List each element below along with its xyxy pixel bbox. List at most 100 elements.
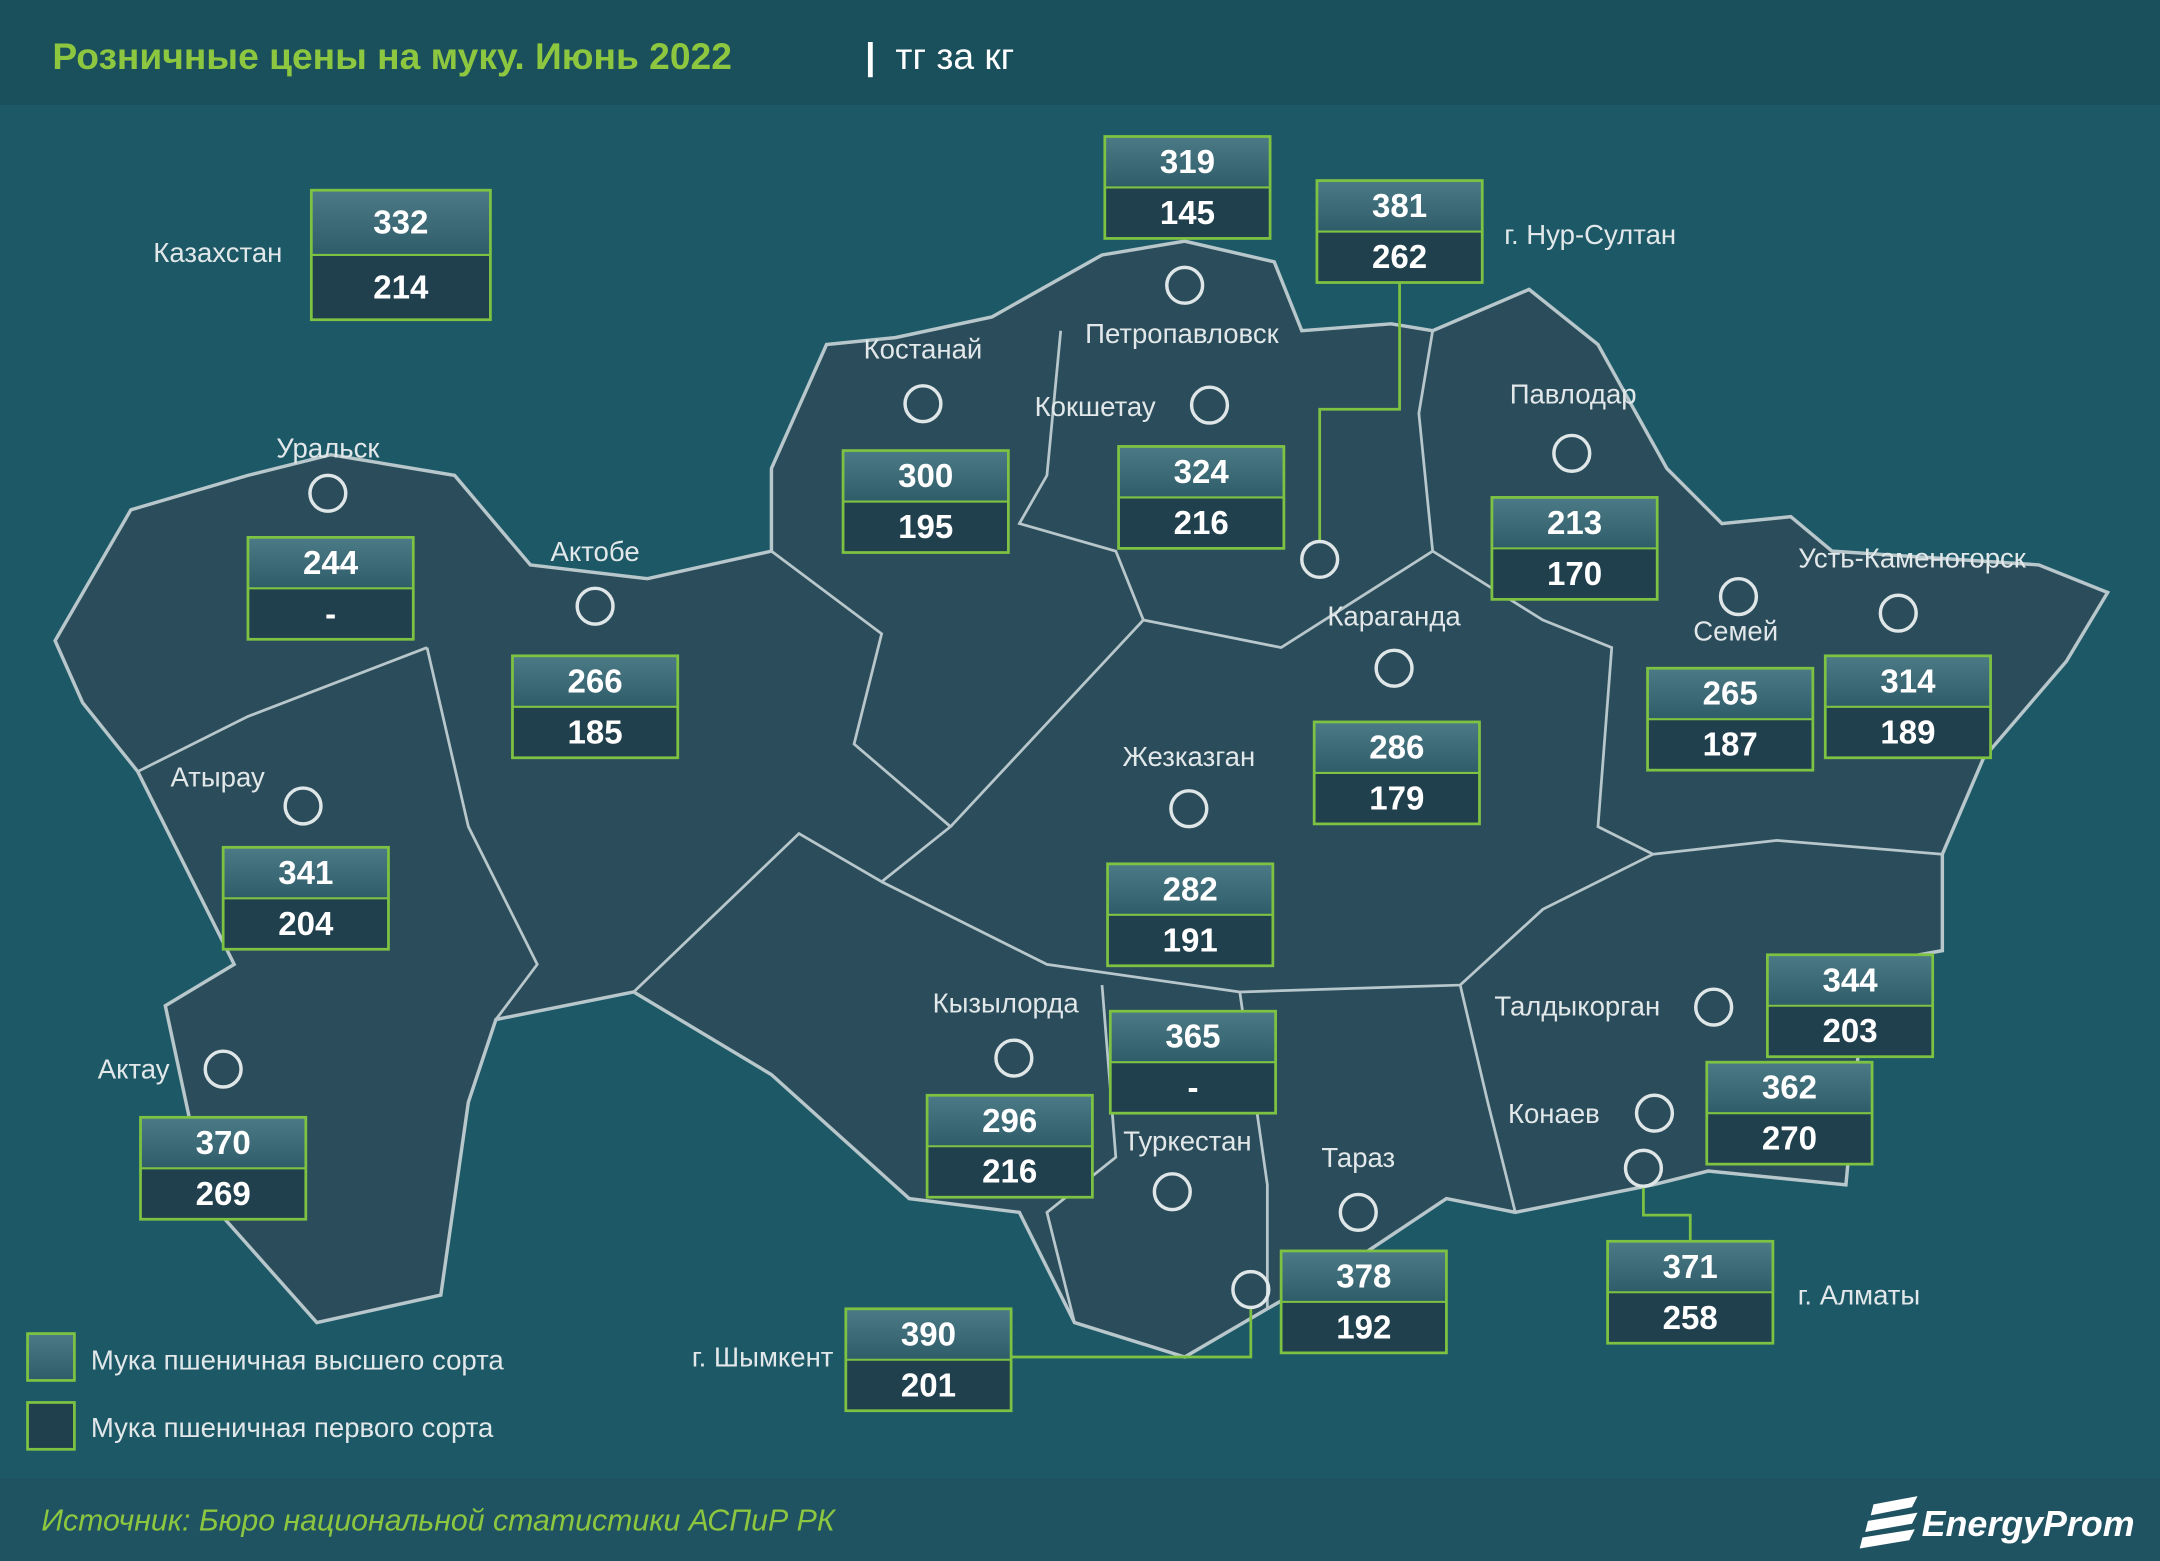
first-cell <box>1607 1292 1773 1344</box>
city-marker <box>903 384 943 424</box>
logo-icon <box>1859 1496 1918 1549</box>
first-price: 170 <box>1547 556 1602 593</box>
legend-swatch-first <box>26 1401 76 1451</box>
first-price: 195 <box>898 509 953 546</box>
premium-price: 244 <box>303 545 359 582</box>
city-label: Павлодар <box>1510 379 1637 410</box>
first-price: 269 <box>196 1176 251 1213</box>
first-cell <box>1110 1062 1276 1114</box>
unit: тг за кг <box>895 35 1014 77</box>
first-cell <box>1104 187 1271 239</box>
source: Источник: Бюро национальной статистики А… <box>41 1505 837 1538</box>
city-label: Туркестан <box>1123 1125 1251 1156</box>
title: Розничные цены на муку. Июнь 2022 <box>52 35 732 77</box>
first-price: 145 <box>1160 195 1215 232</box>
first-cell <box>512 706 678 758</box>
first-cell <box>1314 772 1480 824</box>
city-marker <box>1623 1148 1664 1188</box>
first-cell <box>1825 706 1991 758</box>
legend-label: Мука пшеничная первого сорта <box>91 1412 494 1443</box>
logo: EnergyProm <box>1922 1504 2135 1544</box>
city-label: Актобе <box>551 536 640 567</box>
city-marker <box>1338 1192 1378 1232</box>
premium-cell <box>1314 721 1480 773</box>
connector <box>1318 282 1401 541</box>
city-label: Петропавловск <box>1085 318 1280 349</box>
premium-price: 370 <box>196 1125 251 1162</box>
city-marker <box>1694 987 1734 1027</box>
first-cell <box>1281 1301 1447 1353</box>
premium-price: 300 <box>898 458 953 495</box>
first-price: - <box>325 596 336 633</box>
premium-price: 296 <box>982 1103 1037 1140</box>
city-label: г. Шымкент <box>692 1342 834 1373</box>
premium-cell <box>247 537 414 589</box>
first-price: 192 <box>1336 1309 1391 1346</box>
first-cell <box>1118 497 1284 549</box>
first-cell <box>140 1168 306 1220</box>
city-label: Усть-Каменогорск <box>1798 543 2027 574</box>
first-cell <box>843 501 1009 553</box>
city-label: Актау <box>98 1054 170 1085</box>
first-price: 187 <box>1703 727 1758 764</box>
first-price: 203 <box>1822 1013 1877 1050</box>
first-cell <box>845 1359 1012 1411</box>
city-label: Конаев <box>1508 1098 1600 1129</box>
premium-price: 362 <box>1762 1070 1817 1107</box>
footer-bar <box>0 1478 2160 1561</box>
city-label: Уральск <box>276 432 380 463</box>
premium-cell <box>1767 954 1933 1006</box>
premium-cell <box>512 655 678 707</box>
city-marker <box>1374 648 1414 688</box>
first-cell <box>1107 914 1273 966</box>
city-label: г. Нур-Султан <box>1504 219 1676 250</box>
premium-cell <box>1706 1062 1873 1114</box>
premium-cell <box>845 1308 1012 1360</box>
city-marker <box>308 473 348 513</box>
premium-cell <box>1647 668 1813 720</box>
first-price: 191 <box>1163 922 1218 959</box>
premium-cell <box>1107 863 1273 915</box>
city-label: Костанай <box>864 333 983 364</box>
city-marker <box>1552 433 1592 473</box>
premium-price: 365 <box>1165 1019 1220 1056</box>
premium-price: 319 <box>1160 144 1215 181</box>
first-cell <box>1491 548 1658 600</box>
city-marker <box>1634 1093 1675 1133</box>
premium-cell <box>1118 446 1284 498</box>
connector <box>1011 1308 1253 1359</box>
city-marker <box>283 786 323 826</box>
separator: | <box>865 35 875 78</box>
first-price: 258 <box>1663 1300 1718 1337</box>
city-label: Кызылорда <box>933 988 1080 1019</box>
first-price: 216 <box>982 1154 1037 1191</box>
first-cell <box>1316 231 1483 283</box>
city-label: Семей <box>1693 616 1778 647</box>
premium-price: 265 <box>1703 676 1758 713</box>
first-price: 189 <box>1880 714 1935 751</box>
premium-price: 341 <box>278 855 333 892</box>
premium-price: 371 <box>1663 1249 1718 1286</box>
premium-cell <box>140 1117 306 1169</box>
city-marker <box>1718 576 1759 617</box>
city-marker <box>203 1049 243 1089</box>
premium-price: 213 <box>1547 505 1602 542</box>
premium-cell <box>1316 180 1483 232</box>
regions-layer: Казахстан 332 214 Петропавловск 319 145 г. Нур… <box>98 135 2027 1413</box>
city-marker <box>1300 539 1340 580</box>
connector <box>1642 1187 1692 1242</box>
premium-price: 266 <box>568 663 623 700</box>
premium-price: 314 <box>1880 663 1936 700</box>
header-bar <box>0 0 2160 105</box>
premium-cell <box>927 1095 1093 1147</box>
city-label: Кокшетау <box>1035 391 1156 422</box>
premium-price: 282 <box>1163 871 1218 908</box>
premium-cell <box>1110 1011 1276 1063</box>
legend-label: Мука пшеничная высшего сорта <box>91 1344 505 1375</box>
city-marker <box>1878 593 1918 633</box>
city-label: Тараз <box>1321 1142 1395 1173</box>
first-price: 204 <box>278 906 334 943</box>
region-borders <box>137 330 1943 1323</box>
city-marker <box>575 586 615 626</box>
